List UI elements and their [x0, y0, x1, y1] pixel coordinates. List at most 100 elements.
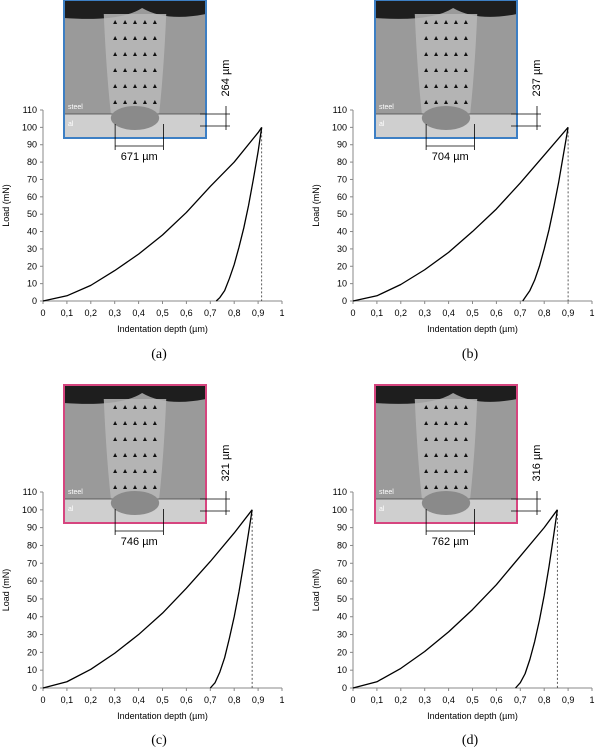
indent-marker: [434, 469, 439, 473]
depth-dim-label: 264 µm: [220, 60, 232, 97]
width-dim-label: 746 µm: [121, 536, 158, 548]
y-tick-label: 80: [27, 157, 37, 167]
al-label: al: [68, 506, 74, 513]
indent-marker: [463, 485, 468, 489]
indent-marker: [133, 68, 137, 72]
x-tick-label: 0,7: [514, 695, 527, 705]
indent-marker: [453, 84, 458, 88]
indent-marker: [152, 421, 157, 425]
panel-c: 0 0,1 0,2 0,3 0,4 0,5 0,6 0,7 0,8 0,9 101020304050…: [1, 384, 285, 748]
x-tick-label: 0,9: [252, 308, 265, 318]
x-tick-label: 0,1: [61, 695, 74, 705]
indent-marker: [463, 100, 468, 104]
y-tick-label: 80: [337, 157, 347, 167]
steel-label: steel: [379, 489, 394, 496]
x-tick-label: 0,6: [180, 308, 193, 318]
indent-marker: [444, 52, 448, 56]
x-tick-label: 0,7: [204, 695, 217, 705]
y-tick-label: 40: [337, 227, 347, 237]
y-tick-label: 110: [333, 105, 347, 115]
indent-marker: [152, 405, 157, 409]
x-tick-label: 0,4: [442, 308, 455, 318]
y-tick-label: 0: [32, 683, 37, 693]
indent-marker: [463, 20, 468, 24]
indent-marker: [123, 52, 128, 56]
weld-root: [110, 491, 160, 515]
panel-b: 0 0,1 0,2 0,3 0,4 0,5 0,6 0,7 0,8 0,9 101020304050…: [311, 0, 595, 362]
indent-marker: [434, 100, 439, 104]
unloading-curve: [215, 127, 263, 302]
x-tick-label: 0,2: [395, 695, 408, 705]
panel-a: 0 0,1 0,2 0,3 0,4 0,5 0,6 0,7 0,8 0,9 101020304050…: [1, 0, 285, 362]
indent-marker: [152, 485, 157, 489]
indent-marker: [453, 100, 458, 104]
y-tick-label: 100: [332, 505, 347, 515]
indent-marker: [133, 469, 137, 473]
y-axis-title: Load (mN): [1, 184, 11, 227]
y-tick-label: 0: [342, 683, 347, 693]
indent-marker: [453, 52, 458, 56]
indent-marker: [113, 100, 118, 104]
indent-marker: [123, 405, 128, 409]
indent-marker: [152, 36, 157, 40]
indent-marker: [434, 437, 439, 441]
indent-marker: [444, 20, 448, 24]
x-tick-label: 0,7: [204, 308, 217, 318]
x-tick-label: 0,3: [418, 308, 431, 318]
indent-marker: [453, 68, 458, 72]
indent-marker: [113, 52, 118, 56]
y-tick-label: 110: [333, 487, 347, 497]
y-tick-label: 90: [27, 523, 37, 533]
panel-caption: (d): [462, 733, 479, 748]
indent-marker: [123, 100, 128, 104]
x-tick-label: 0,9: [252, 695, 265, 705]
al-label: al: [379, 506, 385, 513]
y-tick-label: 100: [22, 122, 37, 132]
y-axis-title: Load (mN): [311, 569, 321, 612]
indent-marker: [424, 100, 429, 104]
y-tick-label: 10: [27, 279, 37, 289]
x-tick-label: 0: [350, 308, 355, 318]
y-tick-label: 40: [27, 612, 37, 622]
x-tick-label: 0,6: [490, 695, 503, 705]
indent-marker: [444, 36, 448, 40]
indent-marker: [113, 20, 118, 24]
al-label: al: [379, 121, 385, 128]
x-tick-label: 0,9: [562, 308, 575, 318]
y-tick-label: 80: [27, 540, 37, 550]
y-tick-label: 60: [337, 192, 347, 202]
unloading-curve: [522, 127, 569, 302]
loading-curve: [42, 126, 263, 302]
inset-micrograph: steel al 704 µm 237 µm: [374, 0, 543, 163]
indent-marker: [444, 100, 448, 104]
x-tick-label: 0,6: [180, 695, 193, 705]
indent-marker: [123, 20, 128, 24]
indent-marker: [133, 84, 137, 88]
y-tick-label: 10: [27, 665, 37, 675]
indent-marker: [113, 437, 118, 441]
indent-marker: [463, 469, 468, 473]
y-tick-label: 30: [27, 244, 37, 254]
x-tick-label: 0,4: [132, 308, 145, 318]
indent-marker: [152, 453, 157, 457]
weld-root: [421, 106, 471, 130]
x-tick-label: 0,8: [538, 308, 551, 318]
indent-marker: [453, 485, 458, 489]
x-tick-label: 0,8: [538, 695, 551, 705]
indent-marker: [133, 405, 137, 409]
indent-marker: [453, 36, 458, 40]
unloading-curve: [515, 509, 558, 689]
x-tick-label: 0,2: [85, 308, 98, 318]
panel-caption: (b): [462, 347, 479, 362]
indent-marker: [133, 437, 137, 441]
y-tick-label: 110: [23, 105, 37, 115]
indent-marker: [142, 52, 147, 56]
x-tick-label: 0,2: [395, 308, 408, 318]
indent-marker: [453, 405, 458, 409]
y-tick-label: 60: [27, 192, 37, 202]
indent-marker: [142, 453, 147, 457]
y-tick-label: 110: [23, 487, 37, 497]
indent-marker: [453, 20, 458, 24]
